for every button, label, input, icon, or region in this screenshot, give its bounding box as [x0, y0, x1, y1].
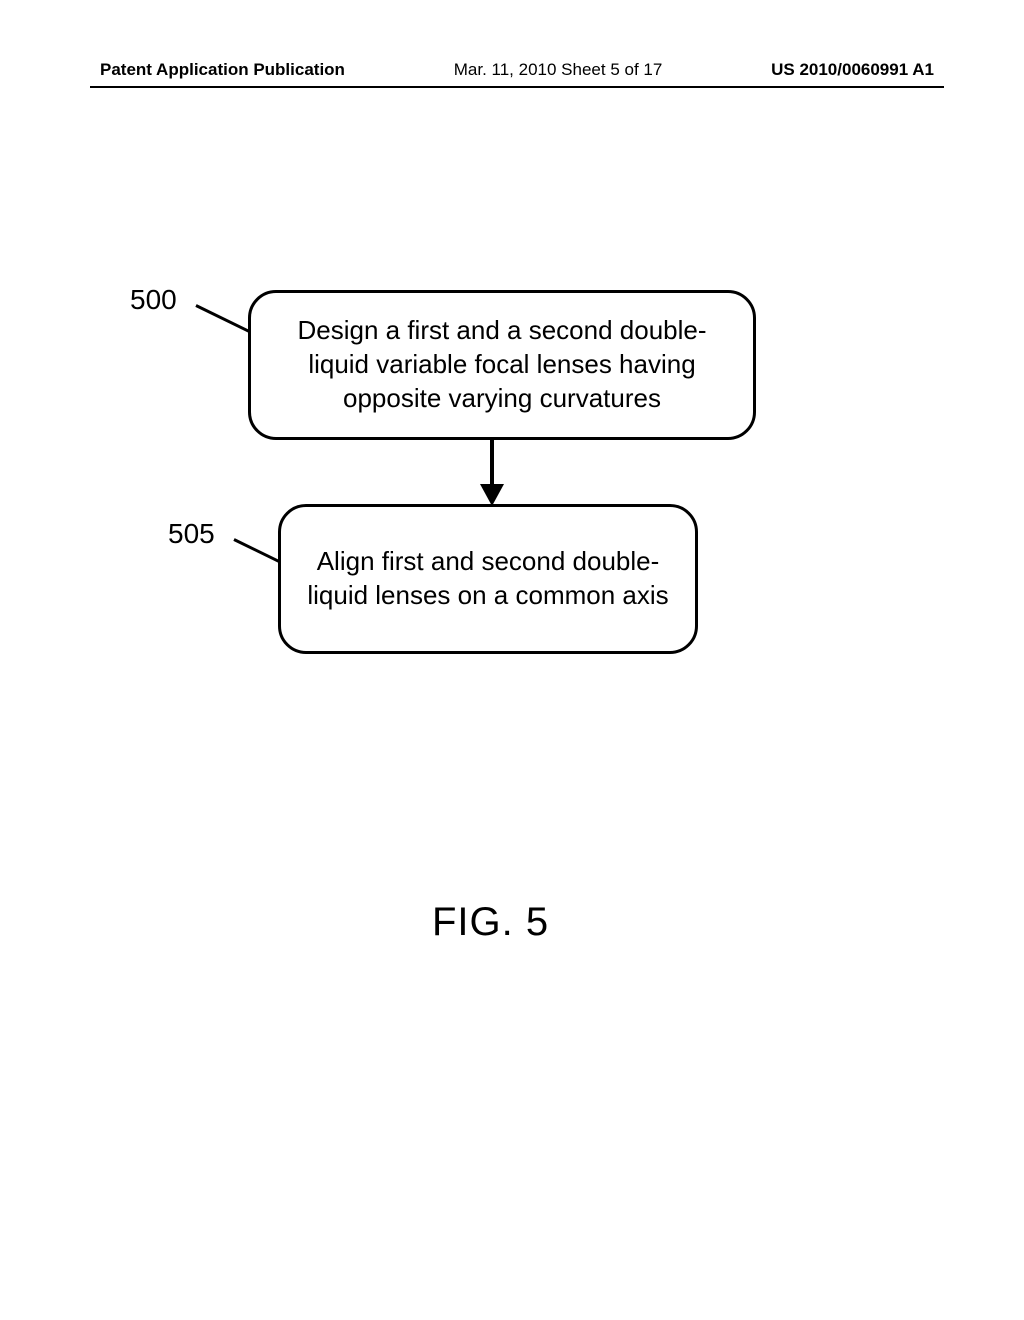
- header-center: Mar. 11, 2010 Sheet 5 of 17: [454, 60, 663, 80]
- flow-ref-500: 500: [130, 284, 177, 316]
- header-rule: [90, 86, 944, 88]
- header-left: Patent Application Publication: [100, 60, 345, 80]
- page-root: Patent Application Publication Mar. 11, …: [0, 0, 1024, 1320]
- flow-box-500-text: Design a first and a second double-liqui…: [273, 314, 731, 415]
- callout-line-500: [195, 304, 250, 333]
- flow-ref-505: 505: [168, 518, 215, 550]
- flow-arrow-stem: [490, 440, 494, 486]
- header-right: US 2010/0060991 A1: [771, 60, 934, 80]
- callout-line-505: [233, 538, 281, 563]
- flow-box-500: Design a first and a second double-liqui…: [248, 290, 756, 440]
- flow-box-505: Align first and second double-liquid len…: [278, 504, 698, 654]
- flow-arrow-head: [480, 484, 504, 506]
- page-header: Patent Application Publication Mar. 11, …: [100, 60, 934, 80]
- flow-box-505-text: Align first and second double-liquid len…: [303, 545, 673, 613]
- figure-label: FIG. 5: [432, 900, 549, 945]
